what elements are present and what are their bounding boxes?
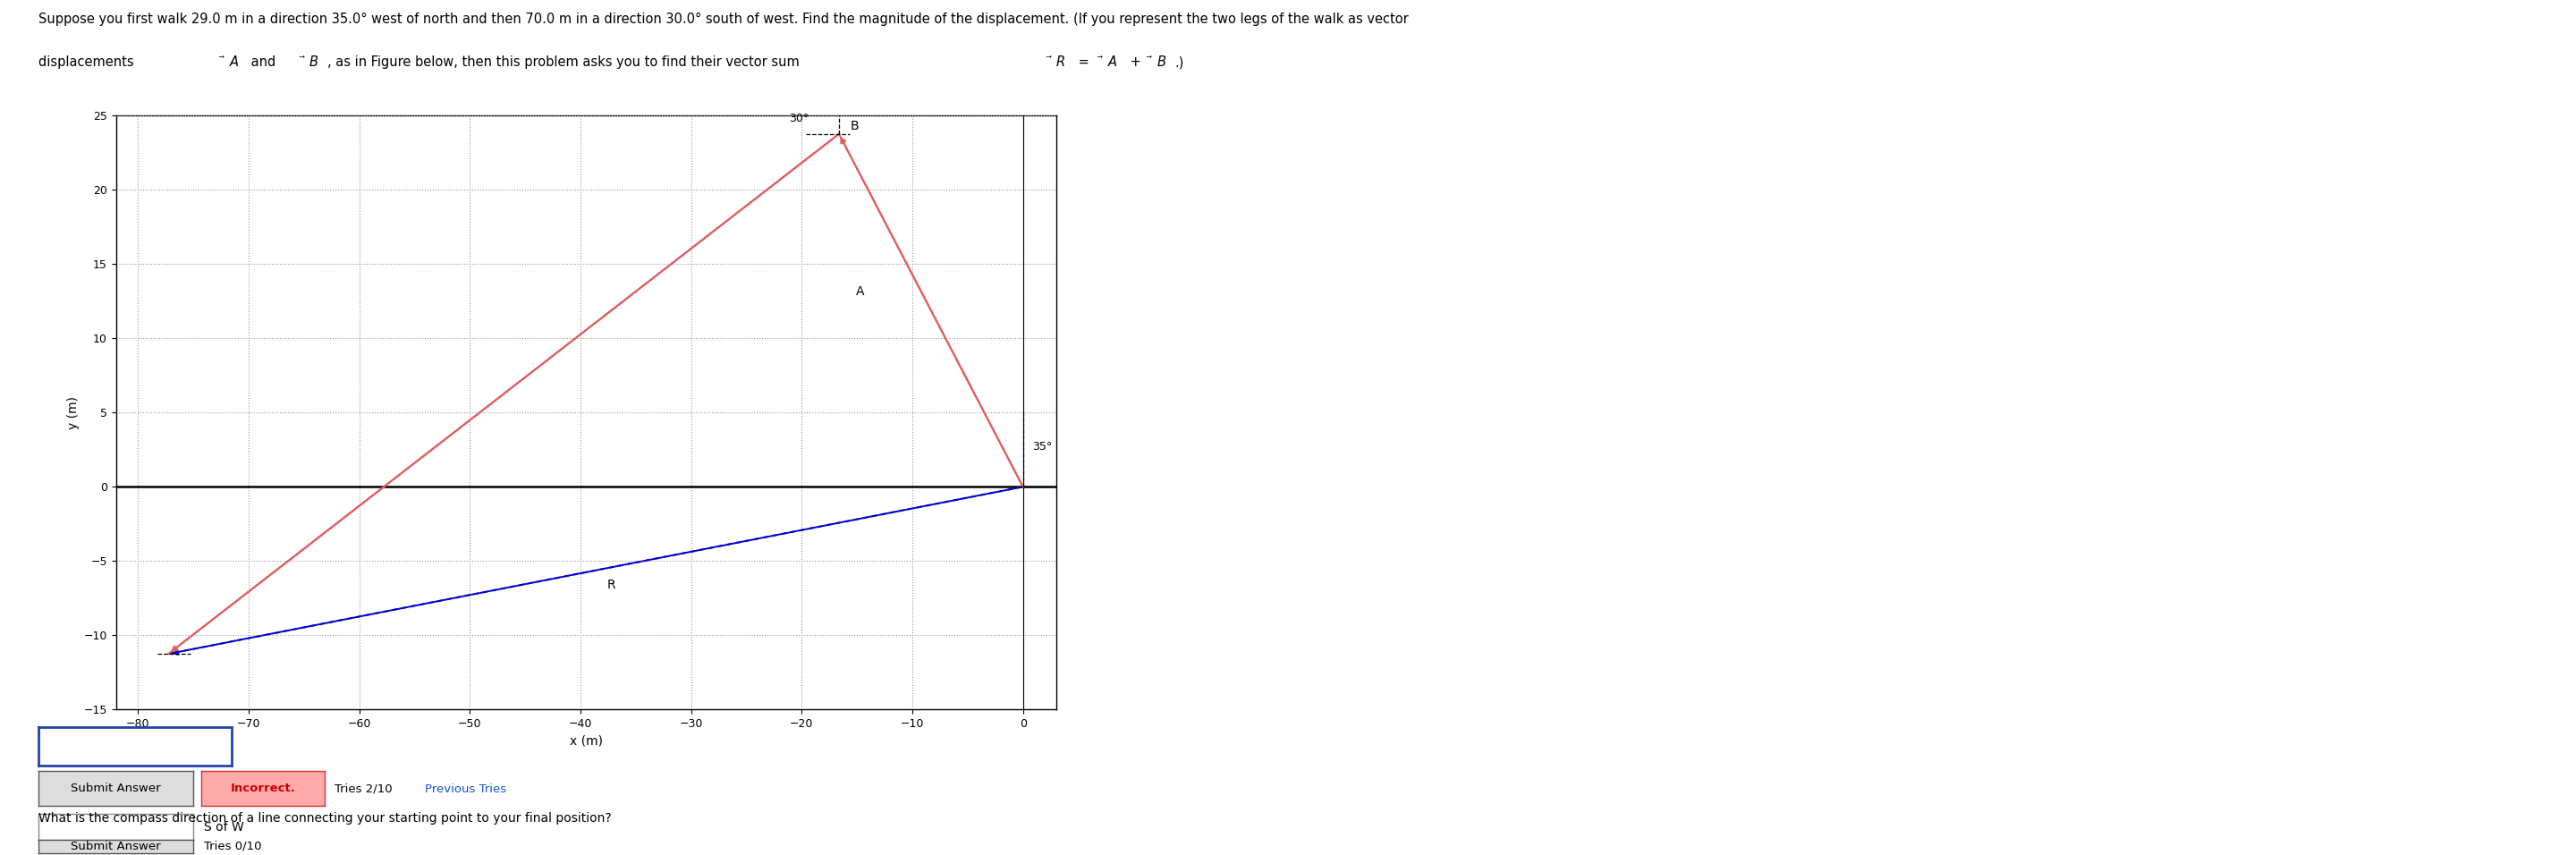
Text: Submit Answer: Submit Answer xyxy=(72,840,160,852)
Text: displacements: displacements xyxy=(39,56,139,69)
Text: What is the compass direction of a line connecting your starting point to your f: What is the compass direction of a line … xyxy=(39,812,611,825)
Text: B: B xyxy=(850,120,858,133)
Text: 30°: 30° xyxy=(788,113,809,125)
Text: , as in Figure below, then this problem asks you to find their vector sum: , as in Figure below, then this problem … xyxy=(327,56,804,69)
Text: S of W: S of W xyxy=(204,822,245,834)
X-axis label: x (m): x (m) xyxy=(569,735,603,747)
Text: 35°: 35° xyxy=(1033,440,1051,452)
Text: Submit Answer: Submit Answer xyxy=(72,782,160,794)
Text: A: A xyxy=(855,286,863,298)
Text: Tries 0/10: Tries 0/10 xyxy=(204,840,260,852)
Text: Previous Tries: Previous Tries xyxy=(425,783,507,795)
Text: R: R xyxy=(1056,56,1066,69)
Text: .): .) xyxy=(1175,56,1185,69)
Text: Suppose you first walk 29.0 m in a direction 35.0° west of north and then 70.0 m: Suppose you first walk 29.0 m in a direc… xyxy=(39,13,1409,27)
Text: +: + xyxy=(1126,56,1144,69)
Text: A: A xyxy=(1108,56,1115,69)
Text: R: R xyxy=(608,578,616,591)
Text: Incorrect.: Incorrect. xyxy=(229,782,296,794)
Text: =: = xyxy=(1074,56,1092,69)
Text: Tries 2/10: Tries 2/10 xyxy=(335,783,392,795)
Text: and: and xyxy=(247,56,281,69)
Text: A: A xyxy=(229,56,237,69)
Text: B: B xyxy=(309,56,317,69)
Text: B: B xyxy=(1157,56,1164,69)
Y-axis label: y (m): y (m) xyxy=(67,396,80,429)
